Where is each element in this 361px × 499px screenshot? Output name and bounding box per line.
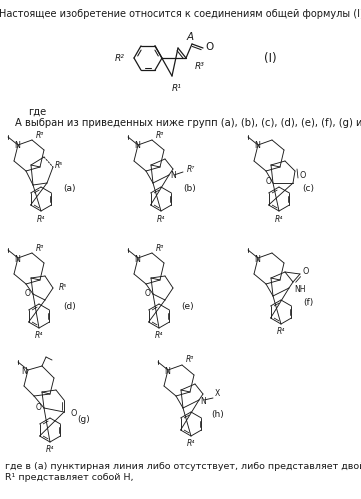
Text: N: N [254,254,260,263]
Text: (h): (h) [212,410,225,419]
Text: N: N [134,142,140,151]
Text: R³: R³ [195,61,205,70]
Text: R¹: R¹ [172,83,182,92]
Text: (a): (a) [64,185,76,194]
Text: N: N [170,172,176,181]
Text: R⁴: R⁴ [46,446,54,455]
Text: N: N [14,142,20,151]
Text: R⁴: R⁴ [155,331,163,340]
Text: O: O [205,42,213,52]
Text: R⁴: R⁴ [35,331,43,340]
Text: Настоящее изобретение относится к соединениям общей формулы (I): Настоящее изобретение относится к соедин… [0,9,361,19]
Text: O: O [36,404,42,413]
Text: (e): (e) [182,301,194,310]
Text: O: O [145,289,151,298]
Text: O: O [71,410,77,419]
Text: где в (a) пунктирная линия либо отсутствует, либо представляет двойную связь;: где в (a) пунктирная линия либо отсутств… [5,462,361,471]
Text: NH: NH [294,284,305,293]
Text: R⁶: R⁶ [156,131,164,140]
Text: R⁶: R⁶ [156,244,164,252]
Text: N: N [254,142,260,151]
Text: R⁷: R⁷ [187,166,195,175]
Text: O: O [25,289,31,298]
Text: O: O [266,178,272,187]
Text: O: O [300,171,306,180]
Text: N: N [164,366,170,376]
Text: X: X [215,389,220,398]
Text: R⁶: R⁶ [36,244,44,252]
Text: (c): (c) [302,185,314,194]
Text: (g): (g) [78,416,90,425]
Text: R⁴: R⁴ [277,327,285,336]
Text: R⁴: R⁴ [157,215,165,224]
Text: N: N [134,254,140,263]
Text: (I): (I) [264,51,276,64]
Text: R⁶: R⁶ [36,131,44,140]
Text: R⁵: R⁵ [59,283,67,292]
Text: A: A [186,32,193,42]
Text: R⁶: R⁶ [186,355,194,364]
Text: R¹ представляет собой H,: R¹ представляет собой H, [5,473,134,482]
Text: O: O [303,267,309,276]
Text: R²: R² [115,53,125,62]
Text: (d): (d) [64,301,77,310]
Text: R⁴: R⁴ [187,440,195,449]
Text: N: N [200,397,206,406]
Text: R⁵: R⁵ [55,162,63,171]
Text: N: N [21,366,27,376]
Text: (f): (f) [303,297,313,306]
Text: R⁴: R⁴ [37,215,45,224]
Text: R⁴: R⁴ [275,215,283,224]
Text: (b): (b) [184,185,196,194]
Text: N: N [14,254,20,263]
Text: где: где [28,107,46,117]
Text: А выбран из приведенных ниже групп (a), (b), (c), (d), (e), (f), (g) и (h):: А выбран из приведенных ниже групп (a), … [15,118,361,128]
